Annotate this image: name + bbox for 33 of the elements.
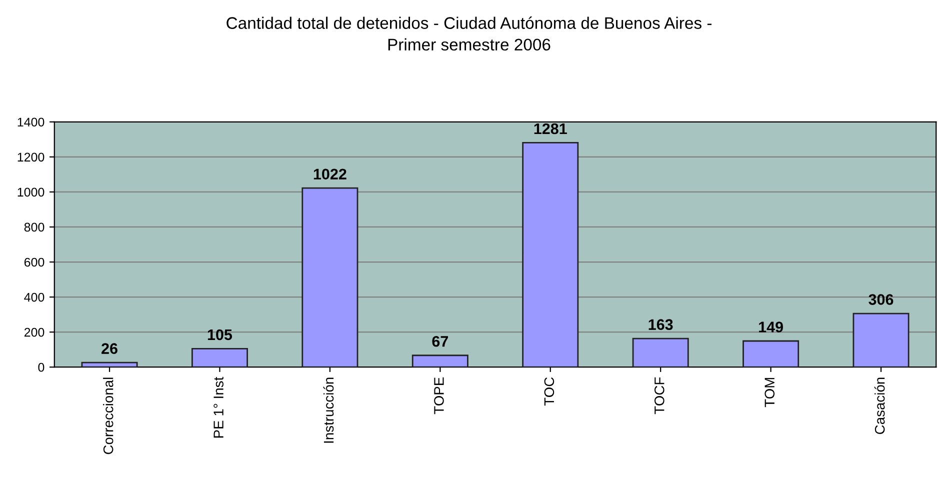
x-tick-label: Correccional: [103, 378, 114, 454]
bar: [742, 340, 800, 368]
x-tick-label: TOC: [544, 377, 554, 406]
y-tick-label: 1200: [18, 152, 44, 162]
y-tick-label: 1000: [18, 188, 44, 197]
y-tick-label: 0: [38, 362, 44, 372]
data-label: 67: [432, 336, 448, 347]
x-tick-label: TOM: [764, 378, 775, 408]
x-tick-label: TOPE: [434, 377, 444, 414]
x-tick-label: PE 1° Inst: [214, 376, 224, 438]
x-tick-label: Casación: [874, 378, 885, 434]
data-label: 1281: [534, 123, 567, 134]
y-tick-label: 200: [24, 328, 44, 337]
bar: [522, 142, 579, 368]
bar: [81, 362, 138, 368]
data-label: 105: [208, 329, 232, 340]
data-label: 163: [648, 319, 673, 330]
y-tick-label: 600: [24, 258, 44, 267]
bar: [191, 348, 248, 368]
data-label: 26: [102, 343, 118, 354]
data-label: 1022: [314, 168, 346, 180]
chart-title: Cantidad total de detenidos - Ciudad Autónoma de Buenos Aires - Primer semestre 2006: [226, 16, 712, 51]
data-label: 306: [868, 294, 894, 305]
bar: [632, 338, 689, 368]
x-tick-label: Instrucción: [323, 378, 334, 443]
y-tick-label: 800: [24, 222, 44, 232]
bar: [412, 354, 468, 368]
y-tick-label: 1400: [18, 118, 44, 127]
y-tick-label: 400: [24, 292, 44, 302]
x-tick-label: TOCF: [654, 377, 664, 414]
bar: [302, 187, 358, 368]
data-label: 149: [759, 322, 783, 332]
bar: [852, 312, 910, 368]
